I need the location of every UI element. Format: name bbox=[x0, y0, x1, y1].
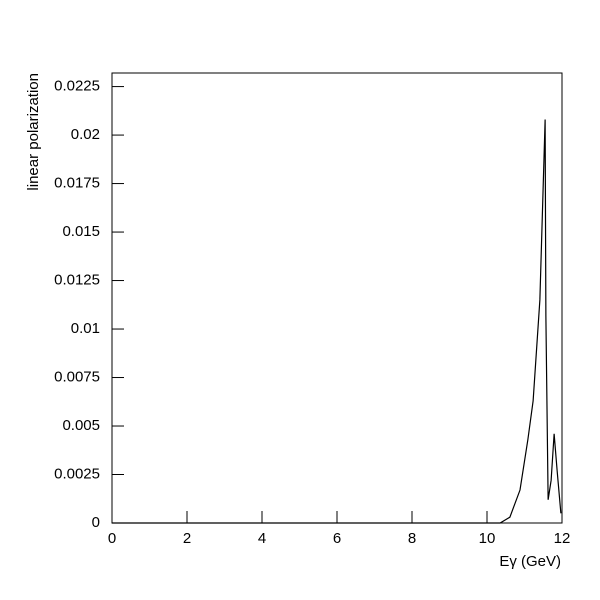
y-axis-label: linear polarization bbox=[25, 73, 42, 191]
y-tick-label: 0.01 bbox=[71, 320, 100, 337]
x-tick-label: 4 bbox=[258, 530, 266, 547]
plot-frame bbox=[111, 72, 563, 524]
x-tick-label: 8 bbox=[408, 530, 416, 547]
x-tick-label: 10 bbox=[479, 530, 496, 547]
y-tick-label: 0.0225 bbox=[54, 78, 100, 95]
y-tick-label: 0.0175 bbox=[54, 175, 100, 192]
y-tick-label: 0.0125 bbox=[54, 272, 100, 289]
x-tick-label: 12 bbox=[554, 530, 571, 547]
data-line bbox=[112, 119, 562, 524]
x-tick-label: 0 bbox=[108, 530, 116, 547]
x-tick-label: 6 bbox=[333, 530, 341, 547]
y-tick-label: 0 bbox=[92, 514, 100, 531]
x-axis-label: Eγ (GeV) bbox=[499, 553, 561, 570]
y-tick-label: 0.02 bbox=[71, 126, 100, 143]
y-tick-label: 0.0025 bbox=[54, 465, 100, 482]
y-tick-label: 0.005 bbox=[62, 417, 100, 434]
x-tick-label: 2 bbox=[183, 530, 191, 547]
y-tick-label: 0.015 bbox=[62, 223, 100, 240]
y-tick-label: 0.0075 bbox=[54, 368, 100, 385]
